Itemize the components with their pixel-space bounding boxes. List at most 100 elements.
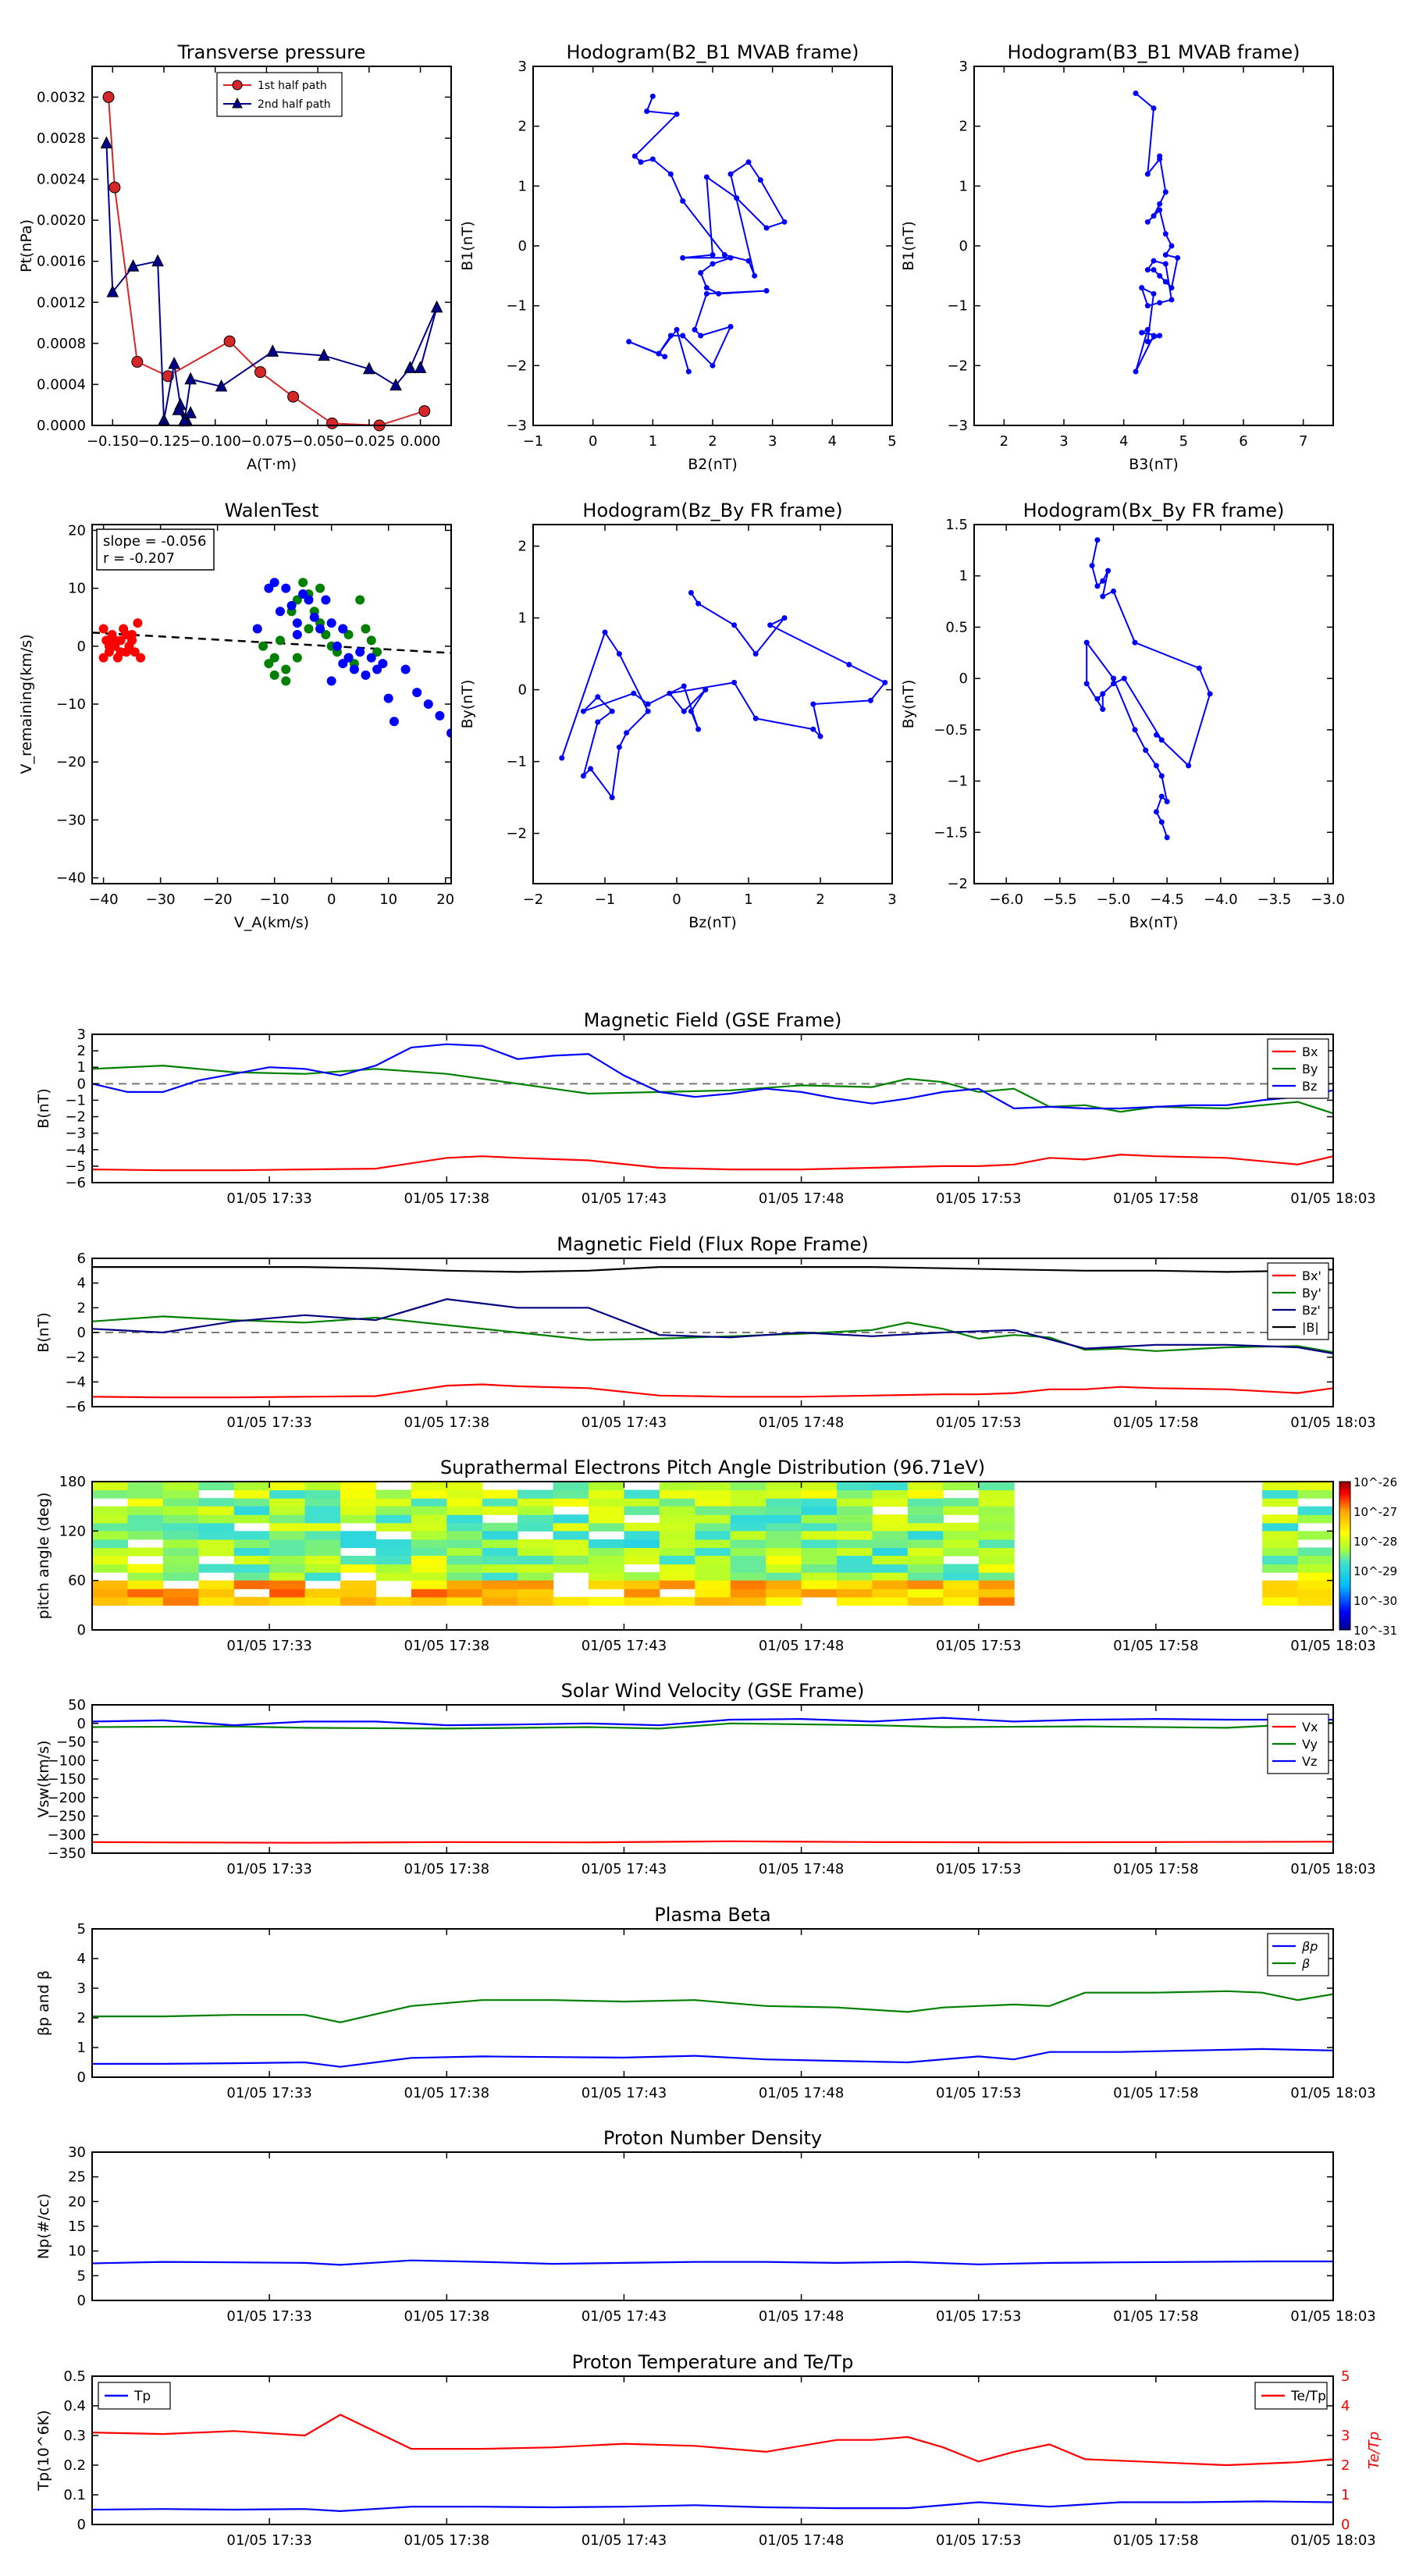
chart-title: Solar Wind Velocity (GSE Frame): [561, 1680, 865, 1702]
heatmap-cell: [1297, 1572, 1333, 1582]
data-point: [667, 171, 674, 177]
x-tick-label: 2: [708, 433, 717, 450]
y-tick-label: 50: [68, 1697, 86, 1713]
heatmap-cell: [446, 1539, 483, 1549]
heatmap-cell: [624, 1506, 660, 1515]
data-point: [116, 647, 126, 657]
heatmap-cell: [659, 1572, 695, 1582]
legend-label: Vx: [1302, 1720, 1318, 1735]
x-tick-label: 01/05 17:48: [759, 2085, 844, 2101]
heatmap-cell: [837, 1498, 873, 1507]
data-point: [326, 618, 336, 628]
x-tick-label: 01/05 17:58: [1113, 1861, 1198, 1877]
data-point: [338, 659, 348, 669]
heatmap-cell: [978, 1580, 1015, 1589]
y-axis-label: B(nT): [35, 1088, 52, 1129]
x-axis-label: B2(nT): [688, 456, 738, 473]
axes-frame: [91, 2375, 1334, 2525]
y-tick-label: −2: [65, 1350, 86, 1366]
x-tick-label: 01/05 17:53: [936, 1414, 1021, 1431]
heatmap-cell: [589, 1498, 625, 1507]
heatmap-cell: [589, 1596, 625, 1606]
heatmap-cell: [730, 1556, 767, 1565]
heatmap-cell: [766, 1514, 802, 1524]
legend-label: Bz: [1302, 1079, 1317, 1094]
y-axis-label: By(nT): [459, 680, 476, 729]
heatmap-cell: [907, 1489, 944, 1499]
heatmap-cell: [766, 1589, 802, 1598]
heatmap-cell: [730, 1506, 767, 1515]
chart-title: Hodogram(B2_B1 MVAB frame): [567, 41, 859, 63]
data-point: [624, 730, 630, 736]
heatmap-cell: [801, 1572, 838, 1582]
y-axis-label: B1(nT): [900, 221, 917, 271]
x-tick-label: 01/05 17:43: [582, 1861, 667, 1877]
x-tick-label: 3: [1059, 433, 1068, 450]
data-point: [127, 635, 137, 646]
heatmap-cell: [162, 1506, 199, 1515]
data-point: [389, 717, 399, 727]
x-tick-label: 20: [436, 891, 454, 908]
y-tick-label: 0.0004: [37, 376, 86, 393]
x-tick-label: 01/05 17:33: [226, 1861, 311, 1877]
data-point: [372, 647, 382, 657]
y-tick-label: 1: [518, 610, 527, 627]
axes-frame: [91, 2151, 1334, 2301]
heatmap-cell: [304, 1572, 341, 1582]
heatmap-cell: [518, 1489, 554, 1499]
y-tick-label: 2: [959, 119, 968, 135]
heatmap-cell: [269, 1489, 306, 1499]
data-point: [710, 261, 716, 267]
data-point: [609, 795, 615, 801]
heatmap-cell: [837, 1482, 873, 1491]
heatmap-cell: [482, 1572, 518, 1582]
heatmap-cell: [1262, 1514, 1299, 1524]
heatmap-cell: [482, 1556, 518, 1565]
legend-label: Bx: [1302, 1044, 1318, 1059]
y-tick-label: 0.4: [63, 2398, 86, 2414]
y-tick-label: −1: [506, 754, 527, 770]
y-tick-label: 5: [77, 2268, 86, 2284]
data-point: [667, 333, 674, 339]
data-point: [810, 726, 816, 732]
heatmap-cell: [269, 1589, 306, 1598]
heatmap-cell: [907, 1482, 944, 1491]
heatmap-cell: [340, 1514, 377, 1524]
heatmap-cell: [766, 1498, 802, 1507]
heatmap-cell: [837, 1489, 873, 1499]
series-line-By: [92, 1064, 1333, 1115]
y-tick-label: −3: [506, 418, 527, 434]
data-point: [1151, 333, 1157, 339]
y-tick-label: −350: [48, 1845, 86, 1862]
heatmap-cell: [801, 1482, 838, 1491]
data-point: [1133, 368, 1139, 375]
x-tick-label: 01/05 17:53: [936, 2532, 1021, 2549]
heatmap-cell: [375, 1498, 412, 1507]
y-tick-label: 0: [77, 639, 86, 655]
axes-frame: [91, 524, 452, 884]
heatmap-cell: [978, 1498, 1015, 1507]
x-axis-label: B3(nT): [1129, 456, 1179, 473]
heatmap-cell: [978, 1539, 1015, 1549]
panel-walen: WalenTest −40 −30 −20 −10 0 10 20 −40 −30 −20 −10 0 1…: [18, 500, 454, 931]
x-tick-label: 5: [1179, 433, 1188, 450]
x-tick-label: −30: [146, 891, 176, 908]
series-line-s0: [560, 592, 887, 800]
legend-marker: [232, 80, 243, 91]
panel-np: Proton Number Density 01/05 17:33 01/05 17…: [35, 2127, 1376, 2325]
x-tick-label: 01/05 17:43: [582, 2532, 667, 2549]
data-point: [315, 624, 325, 634]
heatmap-cell: [978, 1482, 1015, 1491]
data-point: [638, 159, 644, 165]
panel-beta: Plasma Beta 01/05 17:33 01/05 17:38 01/05 1…: [35, 1904, 1376, 2101]
y-tick-label: 2: [77, 2010, 86, 2026]
series-line-Vx: [92, 1840, 1333, 1844]
y-tick-label: 0.0016: [37, 254, 86, 270]
data-point: [656, 350, 662, 357]
x-tick-label: 01/05 17:48: [759, 1638, 844, 1654]
heatmap-cell: [1262, 1564, 1299, 1573]
x-tick-label: 3: [887, 891, 896, 908]
data-point: [1153, 731, 1159, 738]
data-point: [1162, 231, 1168, 237]
